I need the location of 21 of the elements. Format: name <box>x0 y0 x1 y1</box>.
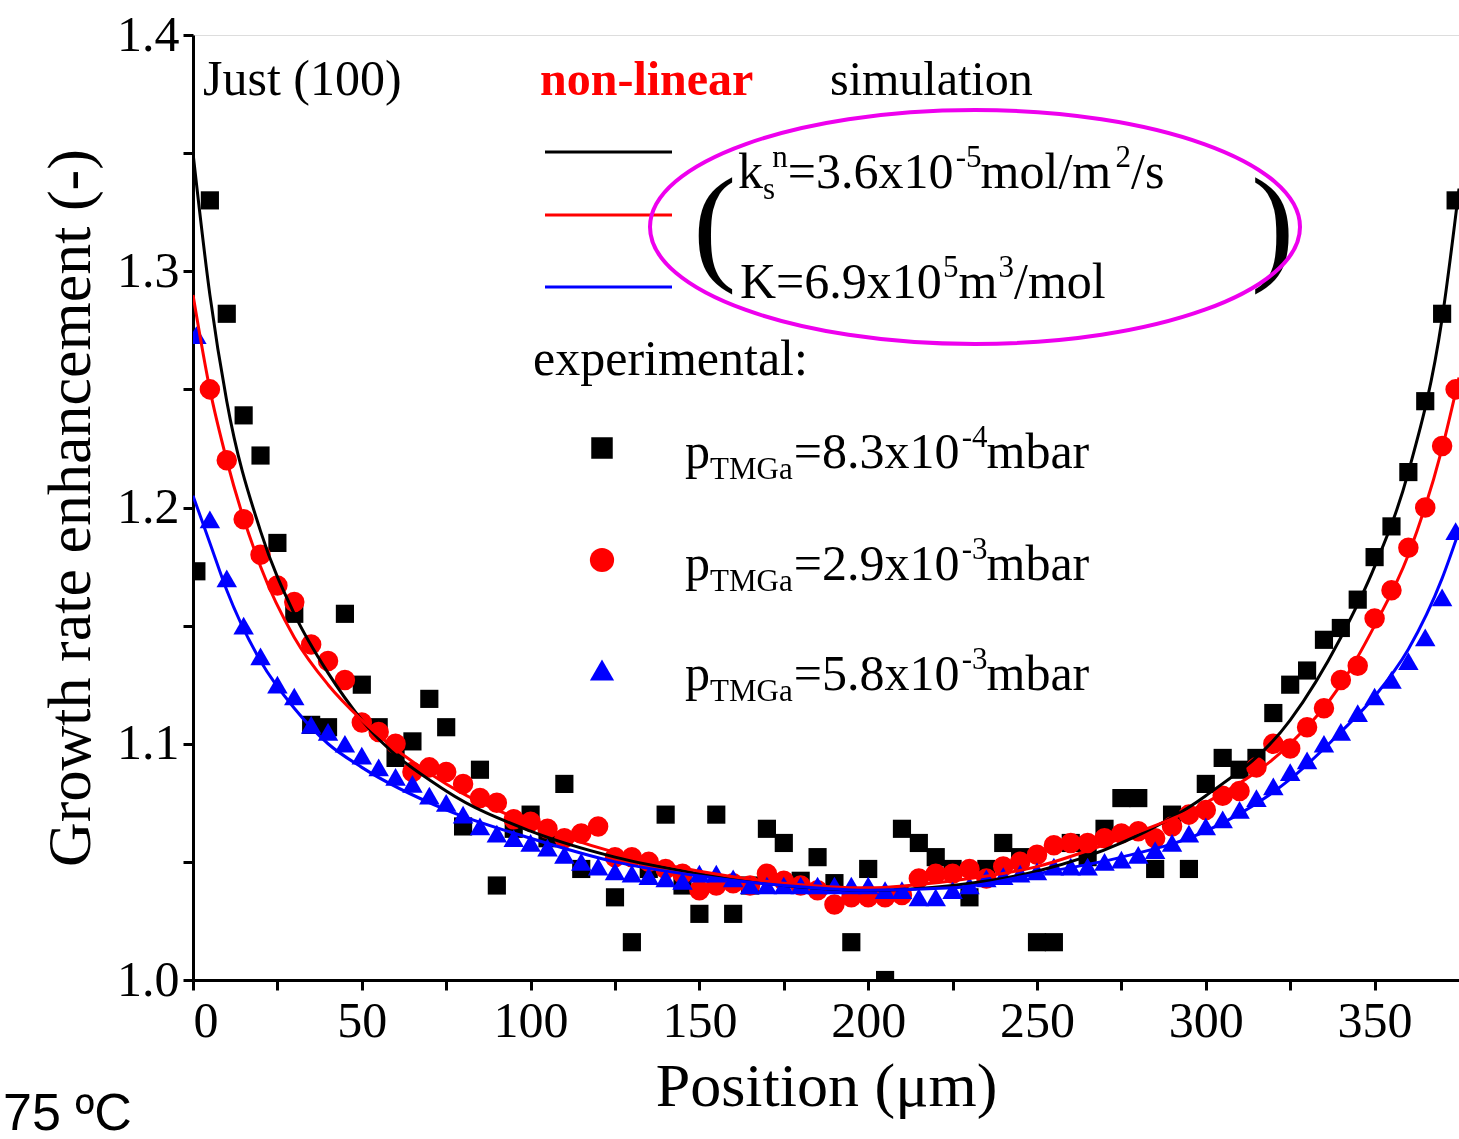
y-tick-label: 1.0 <box>117 950 180 1007</box>
x-tick-label: 300 <box>1168 991 1244 1048</box>
x-axis-title: Position (μm) <box>655 1050 998 1120</box>
annotation: non-linear <box>540 52 754 105</box>
y-tick-label: 1.3 <box>117 241 180 298</box>
x-tick-label: 0 <box>193 991 219 1048</box>
y-tick-label: 1.2 <box>117 478 180 534</box>
y-tick-label: 1.4 <box>117 5 180 62</box>
annotation: experimental: <box>533 330 808 386</box>
y-tick-label: 1.1 <box>117 714 180 771</box>
annotation: simulation <box>830 52 1033 105</box>
annotation: Just (100) <box>203 50 402 106</box>
y-axis-title: Growth rate enhancement (-) <box>35 149 104 867</box>
x-tick-label: 250 <box>1000 991 1075 1048</box>
x-tick-label: 200 <box>831 991 907 1048</box>
annotation: ( <box>693 151 737 295</box>
x-tick-label: 100 <box>493 991 569 1048</box>
x-tick-label: 150 <box>662 991 738 1048</box>
text: 75 ºC <box>3 1083 132 1139</box>
x-tick-label: 50 <box>337 991 388 1048</box>
x-tick-label: 350 <box>1337 991 1413 1048</box>
